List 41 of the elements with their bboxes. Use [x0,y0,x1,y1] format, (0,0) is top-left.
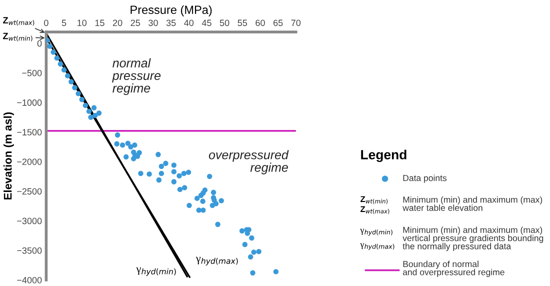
x-tick-label: 0 [44,20,48,26]
text: Z$_{wt(max)}$ [360,206,390,214]
y-tick-label: 0 [37,40,42,47]
x-tick-label: 30 [148,20,158,26]
text: γ$_{hyd(min)}$ [360,228,392,236]
y-tick-label: −500 [22,70,42,76]
annotation: overpressured regime [208,150,289,174]
text: Z$_{wt(min)}$ [360,196,388,204]
series-label: γ$_{hyd(max)}$ [196,256,238,266]
text: Z$_{wt(min)}$ [3,32,32,42]
legend-label: Boundary of normal and overpressured regime [402,260,504,277]
x-tick-label: 35 [166,20,176,26]
legend-title: Legend [361,150,406,162]
series-label: γ$_{hyd(min)}$ [136,267,176,276]
x-tick-label: 55 [238,20,248,26]
x-tick-label: 60 [256,20,265,26]
legend-label: Data points [403,174,447,183]
x-tick-label: 10 [78,20,87,26]
y-tick-label: −3000 [17,218,42,224]
text: Minimum (min) and maximum (max) vertical pressure gradients bounding the normally pressured data [402,226,544,252]
x-tick-label: 40 [184,20,194,26]
y-tick-label: −3500 [17,247,42,254]
y-tick-label: −2000 [17,158,42,165]
annotation: normal pressure regime [112,58,161,96]
x-tick-label: 70 [291,20,301,26]
text: γ$_{hyd(max)}$ [360,243,394,250]
text: Minimum (min) and maximum (max) water table elevation [402,196,542,211]
y-tick-label: −1000 [17,99,42,106]
x-axis-title: Pressure (MPa) [130,5,212,16]
text: Z$_{wt(max)}$ [3,17,34,26]
x-tick-label: 25 [130,20,140,26]
y-tick-label: −1500 [17,129,42,136]
x-tick-label: 5 [62,20,66,26]
x-tick-label: 20 [112,20,122,26]
y-tick-label: −4000 [17,276,42,284]
x-tick-label: 65 [274,20,283,26]
x-tick-label: 50 [220,20,230,26]
y-axis-title: Elevation (m asl) [4,112,14,200]
y-tick-label: −2500 [17,188,42,195]
x-tick-label: 15 [95,20,104,26]
x-tick-label: 45 [202,20,212,26]
